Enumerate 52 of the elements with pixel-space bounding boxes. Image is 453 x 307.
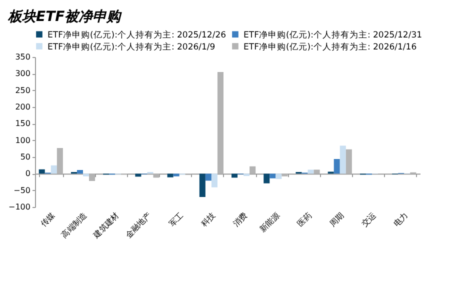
- y-tick-label: 200: [15, 102, 30, 112]
- legend-label: ETF净申购(亿元):个人持有为主: 2026/1/9: [48, 41, 216, 52]
- bar: [199, 174, 206, 197]
- bar: [135, 174, 142, 177]
- bar: [83, 174, 90, 176]
- bar: [282, 174, 288, 176]
- bar: [270, 174, 276, 178]
- bar: [56, 148, 63, 174]
- bar: [173, 174, 180, 176]
- bar: [76, 170, 84, 174]
- x-tick-label: 消费: [232, 210, 250, 228]
- y-tick-label: 0: [25, 169, 30, 178]
- bar: [314, 170, 320, 174]
- x-tick-label: 军工: [167, 210, 185, 228]
- bar: [50, 165, 57, 174]
- bar: [308, 170, 314, 174]
- x-tick-label: 建筑建材: [91, 210, 121, 240]
- x-tick-label: 传媒: [38, 210, 57, 228]
- y-tick-label: −100: [8, 202, 30, 212]
- bar: [205, 174, 212, 181]
- bar: [250, 166, 256, 174]
- y-tick-label: −50: [14, 186, 30, 195]
- y-tick-label: 50: [20, 152, 30, 162]
- legend-label: ETF净申购(亿元):个人持有为主: 2025/12/31: [244, 29, 422, 40]
- bar: [167, 174, 174, 178]
- y-tick-label: 150: [15, 119, 30, 128]
- x-tick-label: 科技: [199, 210, 218, 228]
- x-tick-label: 高端制造: [60, 210, 89, 240]
- x-tick-label: 电力: [392, 210, 410, 228]
- bar: [346, 149, 352, 174]
- x-tick-label: 医药: [296, 210, 314, 228]
- y-tick-label: 100: [15, 136, 30, 145]
- bar: [340, 146, 346, 174]
- x-tick-label: 周期: [328, 210, 346, 228]
- y-tick-label: 350: [15, 52, 30, 62]
- legend-label: ETF净申购(亿元):个人持有为主: 2026/1/16: [244, 41, 417, 52]
- bar: [232, 174, 238, 178]
- legend-label: ETF净申购(亿元):个人持有为主: 2025/12/26: [48, 29, 226, 40]
- bar: [264, 174, 270, 184]
- bar: [334, 159, 340, 174]
- chart-title: 板块ETF被净申购: [7, 8, 123, 25]
- y-tick-label: 250: [15, 86, 30, 95]
- x-tick-label: 新能源: [258, 210, 282, 234]
- x-tick-label: 交运: [360, 210, 378, 228]
- bar: [276, 174, 282, 179]
- bar: [38, 169, 45, 174]
- bar: [211, 174, 218, 188]
- x-tick-label: 金融地产: [124, 210, 153, 240]
- bar: [217, 72, 224, 174]
- y-tick-label: 300: [15, 69, 30, 78]
- bar: [153, 174, 160, 178]
- bar: [89, 174, 96, 181]
